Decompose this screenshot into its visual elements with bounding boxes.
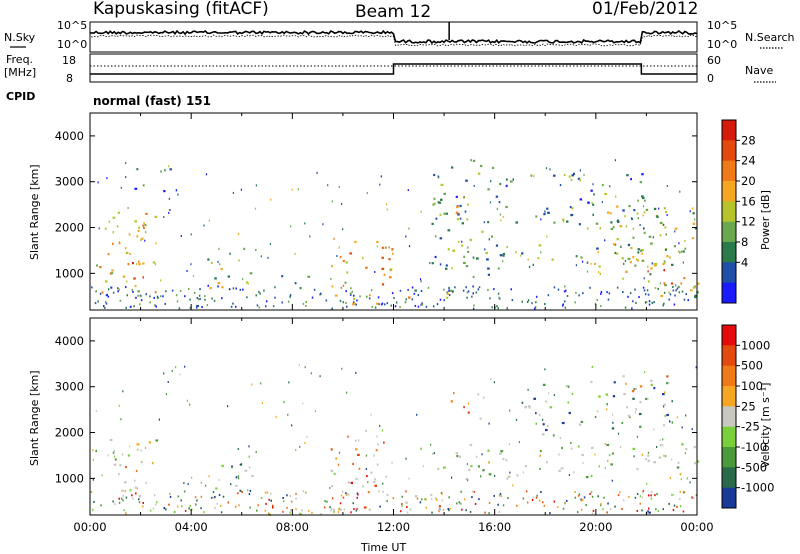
nsky-trace (89, 22, 698, 47)
colorbar-tick-label: -25 (741, 420, 760, 434)
colorbar-tick-label: -100 (741, 440, 767, 454)
x-tick-label: 04:00 (175, 520, 208, 534)
nsky-tick-top: 10^5 (57, 19, 87, 32)
colorbar-tick-label: 24 (741, 154, 756, 168)
freq-tick-bottom: 8 (66, 72, 73, 85)
colorbar-tick-label: 20 (741, 174, 756, 188)
colorbar-swatch (722, 386, 736, 407)
colorbar-swatch (722, 345, 736, 367)
power-colorbar-label: Power [dB] (759, 190, 772, 250)
x-tick-label: 12:00 (377, 520, 410, 534)
y-tick-label: 4000 (55, 129, 84, 143)
freq-unit-label: [MHz] (4, 66, 36, 79)
colorbar-swatch (722, 282, 736, 304)
colorbar-swatch (722, 365, 736, 387)
y-tick-label: 3000 (55, 175, 84, 189)
x-tick-label: 08:00 (276, 520, 309, 534)
nave-label: Nave (745, 64, 773, 77)
nsky-panel: N.Sky 10^5 10^0 10^5 10^0 N.Search (4, 19, 795, 53)
colorbar-swatch (722, 262, 736, 284)
colorbar-swatch (722, 447, 736, 468)
velocity-colorbar-label: Velocity [m s⁻¹] (759, 383, 772, 468)
x-tick-label: 00:00 (680, 520, 713, 534)
power-panel: 4000 3000 2000 1000 Slant Range [km] 28 24 20… (28, 112, 772, 311)
colorbar-swatch (722, 120, 736, 141)
x-tick-label: 16:00 (478, 520, 511, 534)
cpid-value: normal (fast) 151 (93, 94, 211, 108)
velocity-colorbar: 1000 500 100 25 -25 -100 -500 -1000 (721, 324, 774, 509)
colorbar-swatch (722, 406, 736, 428)
colorbar-swatch (722, 487, 736, 509)
y-tick-label: 2000 (55, 221, 84, 235)
colorbar-swatch (722, 325, 736, 346)
power-scatter (91, 159, 700, 310)
colorbar-swatch (722, 221, 736, 243)
cpid-label: CPID (6, 90, 35, 103)
colorbar-swatch (722, 467, 736, 489)
colorbar-tick-label: 500 (741, 359, 763, 373)
colorbar-tick-label: 100 (741, 379, 763, 393)
colorbar-tick-label: -1000 (741, 481, 774, 495)
date-title: 01/Feb/2012 (592, 0, 698, 19)
beam-title: Beam 12 (355, 2, 431, 22)
colorbar-swatch (722, 242, 736, 263)
freq-tick-top: 18 (62, 54, 76, 67)
y-tick-label: 4000 (55, 334, 84, 348)
colorbar-swatch (722, 181, 736, 202)
nsky-label: N.Sky (4, 31, 36, 44)
nsearch-tick-top: 10^5 (707, 19, 737, 32)
colorbar-tick-label: 4 (741, 255, 748, 269)
nsky-tick-bottom: 10^0 (57, 38, 87, 51)
nave-tick-top: 60 (707, 54, 721, 67)
colorbar-tick-label: 12 (741, 215, 756, 229)
colorbar-tick-label: -500 (741, 460, 767, 474)
nave-tick-bottom: 0 (707, 72, 714, 85)
colorbar-tick-label: 28 (741, 133, 756, 147)
velocity-ylabel: Slant Range [km] (28, 370, 41, 466)
colorbar-tick-label: 1000 (741, 338, 770, 352)
freq-label: Freq. (6, 53, 33, 66)
colorbar-tick-label: 16 (741, 194, 756, 208)
y-tick-label: 2000 (55, 426, 84, 440)
colorbar-tick-label: 8 (741, 235, 748, 249)
x-tick-label: 00:00 (73, 520, 106, 534)
freq-panel: Freq. [MHz] 18 8 60 0 Nave (4, 53, 776, 85)
velocity-scatter (90, 364, 700, 516)
freq-trace (90, 63, 697, 75)
y-tick-label: 1000 (55, 266, 84, 280)
nsearch-tick-bottom: 10^0 (707, 38, 737, 51)
velocity-panel: 4000 3000 2000 1000 00:00 04:00 08:00 12:00 16:… (28, 317, 774, 554)
power-colorbar: 28 24 20 16 12 8 4 (721, 119, 756, 304)
y-tick-label: 1000 (55, 471, 84, 485)
nsearch-label: N.Search (745, 31, 795, 44)
x-axis-label: Time UT (360, 541, 406, 554)
colorbar-tick-label: 25 (741, 399, 756, 413)
x-tick-label: 20:00 (579, 520, 612, 534)
colorbar-swatch (722, 426, 736, 448)
colorbar-swatch (722, 160, 736, 182)
colorbar-swatch (722, 140, 736, 162)
y-tick-label: 3000 (55, 380, 84, 394)
power-ylabel: Slant Range [km] (28, 164, 41, 260)
colorbar-swatch (722, 201, 736, 223)
station-title: Kapuskasing (fitACF) (93, 0, 269, 19)
